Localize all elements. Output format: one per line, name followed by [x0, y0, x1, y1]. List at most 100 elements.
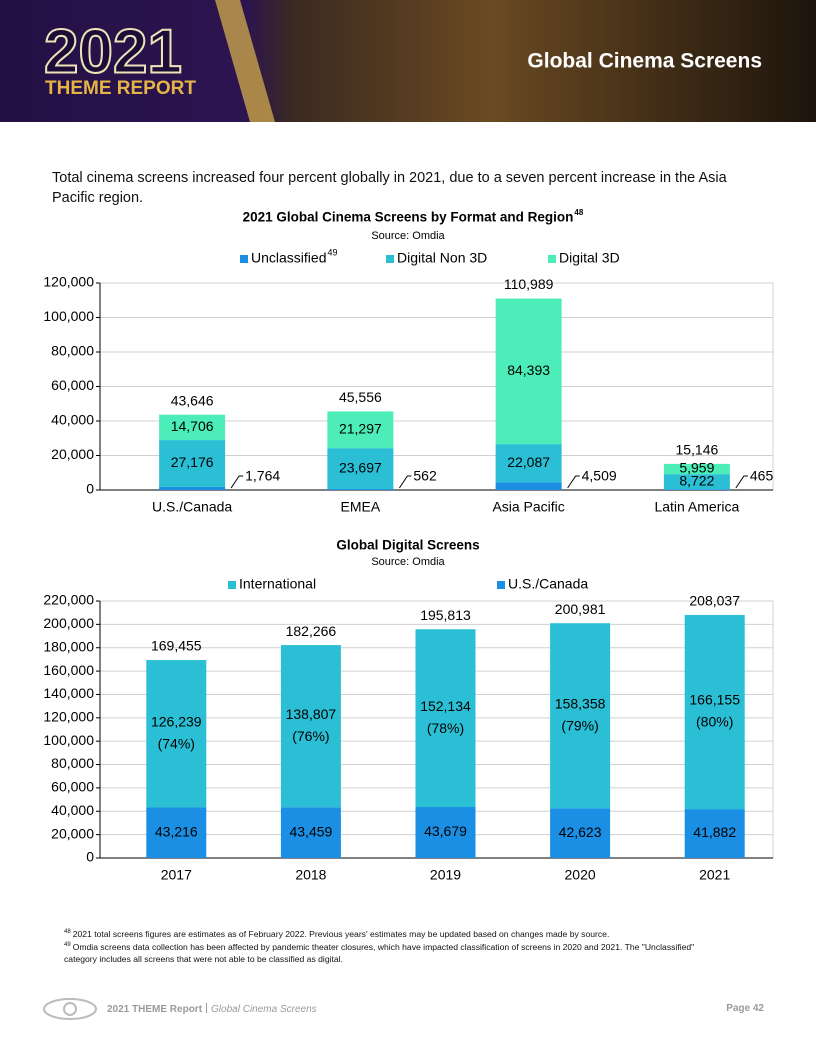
- y-tick-label: 80,000: [51, 755, 94, 771]
- total-label: 208,037: [689, 593, 740, 609]
- bar-segment: [663, 489, 730, 490]
- data-label: 43,459: [289, 823, 332, 839]
- legend-swatch: [548, 255, 556, 263]
- title-note: 48: [574, 208, 583, 217]
- footer-logo-center: [63, 1002, 77, 1016]
- y-tick-label: 120,000: [43, 274, 94, 290]
- bar-segment: [684, 614, 745, 810]
- legend-label: U.S./Canada: [508, 576, 588, 592]
- y-tick-label: 20,000: [51, 446, 94, 462]
- data-label: 166,155: [689, 692, 740, 708]
- y-tick-label: 140,000: [43, 685, 94, 701]
- leader-line: [735, 475, 748, 489]
- total-label: 45,556: [339, 389, 382, 405]
- bar-segment: [146, 660, 207, 808]
- page-number: Page 42: [726, 1003, 764, 1014]
- data-label: 21,297: [339, 420, 382, 436]
- total-label: 110,989: [504, 276, 554, 292]
- y-tick-label: 160,000: [43, 662, 94, 678]
- bar-segment: [663, 474, 730, 490]
- legend-label: Digital 3D: [559, 250, 620, 266]
- y-tick-label: 100,000: [43, 732, 94, 748]
- footnote: 49 Omdia screens data collection has been…: [64, 940, 724, 965]
- x-tick-label: 2021: [699, 867, 730, 883]
- x-tick-label: Asia Pacific: [492, 499, 564, 515]
- legend-swatch: [228, 581, 236, 589]
- footnote-number: 48: [64, 929, 71, 935]
- y-tick-label: 80,000: [51, 343, 94, 359]
- share-label: (79%): [561, 717, 598, 733]
- bar-segment: [663, 463, 730, 475]
- chart-title: Global Digital Screens: [336, 538, 479, 553]
- data-label: 4,509: [582, 468, 617, 484]
- bar-segment: [280, 645, 341, 808]
- chart-subtitle: Source: Omdia: [371, 230, 445, 242]
- chart-title: 2021 Global Cinema Screens by Format and…: [243, 210, 574, 225]
- total-label: 169,455: [151, 638, 202, 654]
- data-label: 126,239: [151, 713, 202, 729]
- bar-segment: [327, 448, 394, 490]
- data-label: 22,087: [507, 454, 550, 470]
- legend-note: 49: [327, 247, 337, 257]
- data-label: 42,623: [559, 824, 602, 840]
- header-stripe: [215, 0, 275, 122]
- y-tick-label: 60,000: [51, 377, 94, 393]
- y-tick-label: 200,000: [43, 615, 94, 631]
- data-label: 1,764: [245, 468, 280, 484]
- data-label: 43,679: [424, 823, 467, 839]
- footnote-text: Omdia screens data collection has been a…: [64, 942, 695, 964]
- bar-segment: [684, 809, 745, 858]
- bar-segment: [327, 411, 394, 449]
- data-label: 43,216: [155, 823, 198, 839]
- legend-label: Digital Non 3D: [397, 250, 487, 266]
- y-tick-label: 20,000: [51, 825, 94, 841]
- bar-segment: [550, 623, 611, 809]
- chart-subtitle: Source: Omdia: [371, 556, 445, 568]
- y-tick-label: 0: [86, 481, 94, 497]
- x-tick-label: Latin America: [654, 499, 739, 515]
- y-tick-label: 40,000: [51, 412, 94, 428]
- footnotes: 48 2021 total screens figures are estimat…: [64, 927, 724, 965]
- bar-segment: [146, 807, 207, 858]
- leader-line: [567, 475, 580, 489]
- footnote: 48 2021 total screens figures are estimat…: [64, 927, 724, 940]
- footer: 2021 THEME Report Global Cinema Screens: [107, 1003, 317, 1015]
- data-label: 562: [413, 468, 437, 484]
- y-tick-label: 40,000: [51, 802, 94, 818]
- data-label: 5,959: [679, 460, 714, 476]
- section-title: Global Cinema Screens: [527, 50, 762, 73]
- total-label: 15,146: [675, 442, 718, 458]
- footer-logo: [43, 998, 97, 1020]
- header-report: THEME REPORT: [45, 78, 196, 99]
- bar-segment: [550, 808, 611, 858]
- bar-segment: [415, 629, 476, 807]
- total-label: 182,266: [286, 623, 337, 639]
- intro-text: Total cinema screens increased four perc…: [52, 170, 727, 206]
- data-label: 27,176: [171, 454, 214, 470]
- share-label: (80%): [696, 714, 733, 730]
- total-label: 195,813: [420, 607, 471, 623]
- x-tick-label: EMEA: [341, 499, 381, 515]
- leader-line: [398, 475, 412, 489]
- y-tick-label: 120,000: [43, 709, 94, 725]
- y-tick-label: 60,000: [51, 779, 94, 795]
- data-label: 138,807: [286, 706, 337, 722]
- y-tick-label: 180,000: [43, 638, 94, 654]
- x-tick-label: 2019: [430, 867, 461, 883]
- footer-section: Global Cinema Screens: [211, 1004, 317, 1015]
- legend-swatch: [240, 255, 248, 263]
- data-label: 23,697: [339, 459, 382, 475]
- data-label: 41,882: [693, 824, 736, 840]
- data-label: 8,722: [679, 472, 714, 488]
- bar-segment: [415, 806, 476, 858]
- y-tick-label: 220,000: [43, 592, 94, 608]
- header-year: 2021: [44, 17, 182, 86]
- bar-segment: [159, 414, 226, 441]
- bar-segment: [159, 486, 226, 490]
- total-label: 200,981: [555, 601, 606, 617]
- y-tick-label: 0: [86, 849, 94, 865]
- share-label: (74%): [158, 735, 195, 751]
- total-label: 43,646: [171, 392, 214, 408]
